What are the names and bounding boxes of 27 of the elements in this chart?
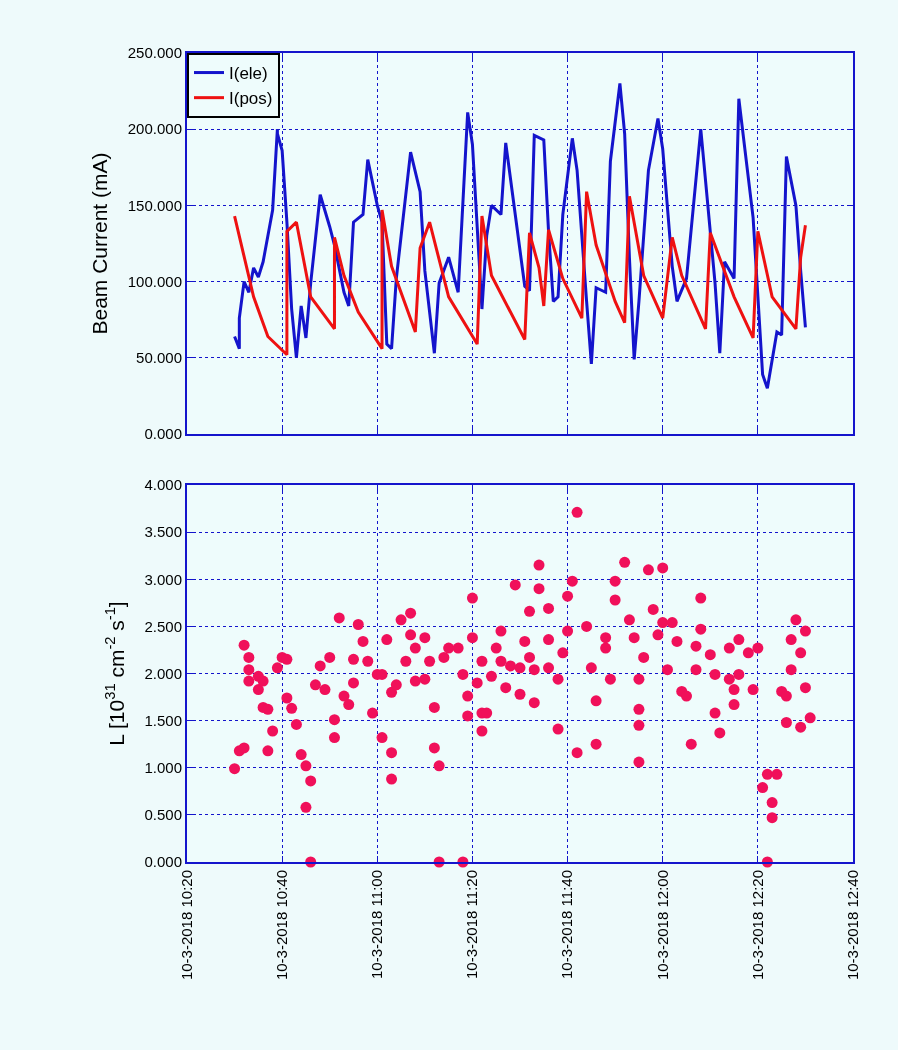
legend-label: I(ele) [229,64,268,84]
y-tick-label: 50.000 [136,349,182,367]
x-tick-label: 10-3-2018 12:40 [843,870,861,981]
legend-label: I(pos) [229,89,273,109]
y-tick-label: 200.000 [127,120,182,138]
x-tick-label: 10-3-2018 10:20 [177,870,195,981]
x-tick-label: 10-3-2018 11:40 [558,870,576,979]
y-tick-label: 0.000 [144,425,182,443]
y-tick-label: 2.000 [144,664,182,682]
x-tick-label: 10-3-2018 12:20 [748,870,766,981]
y-tick-label: 3.000 [144,570,182,588]
y-tick-label: 4.000 [144,476,182,494]
y-tick-label: 0.500 [144,806,182,824]
y-axis-title: Beam Current (mA) [88,152,112,335]
line-series [233,190,807,357]
y-tick-label: 100.000 [127,272,182,290]
y-tick-label: 3.500 [144,523,182,541]
y-tick-label: 1.500 [144,711,182,729]
y-tick-label: 250.000 [127,44,182,62]
x-tick-label: 10-3-2018 12:00 [653,870,671,981]
x-tick-label: 10-3-2018 11:20 [463,870,481,979]
x-tick-label: 10-3-2018 11:00 [368,870,386,979]
x-tick-label: 10-3-2018 10:40 [273,870,291,981]
y-tick-label: 1.000 [144,759,182,776]
y-tick-label: 0.000 [144,853,182,871]
y-tick-label: 2.500 [144,617,182,635]
y-tick-label: 150.000 [127,196,182,214]
